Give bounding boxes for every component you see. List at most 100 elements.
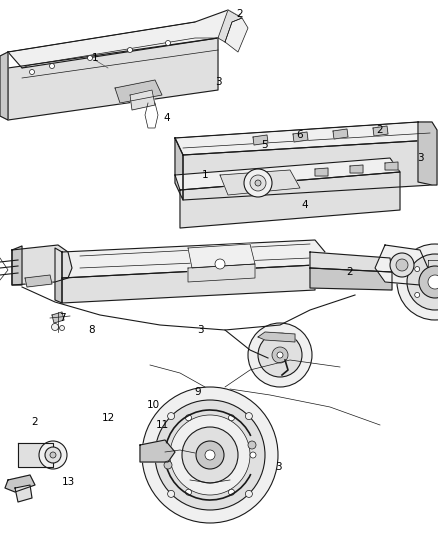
Text: 10: 10 (146, 400, 159, 410)
Polygon shape (130, 90, 155, 110)
Circle shape (250, 175, 266, 191)
Circle shape (245, 413, 252, 419)
Circle shape (248, 441, 256, 449)
Text: 13: 13 (61, 477, 74, 487)
Circle shape (164, 461, 172, 469)
Circle shape (419, 266, 438, 298)
Circle shape (258, 333, 302, 377)
Polygon shape (115, 80, 162, 103)
Text: 8: 8 (88, 325, 95, 335)
Polygon shape (180, 172, 400, 228)
Polygon shape (188, 244, 255, 268)
Polygon shape (253, 135, 268, 145)
Polygon shape (12, 245, 72, 285)
Polygon shape (310, 268, 392, 290)
Text: 3: 3 (197, 325, 203, 335)
Circle shape (155, 400, 265, 510)
Text: 1: 1 (92, 53, 98, 63)
Polygon shape (350, 165, 363, 173)
Circle shape (255, 180, 261, 186)
Circle shape (60, 326, 64, 330)
Circle shape (215, 259, 225, 269)
Text: 6: 6 (297, 130, 303, 140)
Circle shape (168, 490, 175, 497)
Circle shape (170, 415, 250, 495)
Polygon shape (8, 38, 218, 120)
Circle shape (196, 441, 224, 469)
Circle shape (142, 387, 278, 523)
Polygon shape (175, 138, 183, 200)
Circle shape (415, 266, 420, 272)
Polygon shape (225, 18, 248, 52)
Circle shape (229, 489, 234, 495)
Circle shape (164, 452, 170, 458)
Circle shape (45, 447, 61, 463)
Circle shape (39, 441, 67, 469)
Circle shape (127, 47, 133, 52)
Polygon shape (0, 52, 8, 120)
Text: 4: 4 (302, 200, 308, 210)
Text: 4: 4 (164, 113, 170, 123)
Polygon shape (428, 260, 438, 276)
Polygon shape (15, 485, 32, 502)
Polygon shape (62, 265, 315, 303)
Circle shape (229, 415, 234, 421)
Circle shape (397, 244, 438, 320)
Polygon shape (315, 168, 328, 176)
Text: 3: 3 (417, 153, 423, 163)
Text: 2: 2 (377, 125, 383, 135)
Text: 7: 7 (59, 313, 65, 323)
Polygon shape (220, 170, 300, 195)
Text: 1: 1 (201, 170, 208, 180)
Polygon shape (140, 440, 175, 462)
Circle shape (396, 259, 408, 271)
Polygon shape (188, 264, 255, 282)
Polygon shape (25, 275, 52, 287)
Polygon shape (385, 162, 398, 170)
Circle shape (168, 413, 175, 419)
Circle shape (182, 427, 238, 483)
Polygon shape (12, 246, 22, 285)
Circle shape (407, 254, 438, 310)
Polygon shape (8, 10, 242, 68)
Circle shape (390, 253, 414, 277)
Polygon shape (18, 443, 53, 467)
Polygon shape (5, 475, 35, 492)
Polygon shape (52, 312, 64, 323)
Text: 12: 12 (101, 413, 115, 423)
Polygon shape (418, 122, 437, 185)
Circle shape (29, 69, 35, 75)
Polygon shape (373, 126, 388, 136)
Circle shape (52, 324, 59, 330)
Circle shape (244, 169, 272, 197)
Circle shape (186, 415, 191, 421)
Polygon shape (310, 252, 392, 272)
Circle shape (49, 63, 54, 69)
Circle shape (277, 352, 283, 358)
Text: 2: 2 (32, 417, 38, 427)
Polygon shape (175, 122, 432, 155)
Circle shape (415, 293, 420, 297)
Text: 9: 9 (194, 387, 201, 397)
Text: 3: 3 (215, 77, 221, 87)
Polygon shape (175, 158, 400, 190)
Circle shape (272, 347, 288, 363)
Circle shape (428, 275, 438, 289)
Polygon shape (258, 332, 295, 342)
Circle shape (166, 41, 170, 45)
Circle shape (205, 450, 215, 460)
Text: 2: 2 (237, 9, 244, 19)
Text: 11: 11 (155, 420, 169, 430)
Text: 5: 5 (261, 140, 268, 150)
Polygon shape (218, 10, 242, 42)
Circle shape (248, 323, 312, 387)
Circle shape (245, 490, 252, 497)
Polygon shape (375, 245, 428, 285)
Circle shape (186, 489, 191, 495)
Polygon shape (183, 140, 432, 200)
Polygon shape (333, 129, 348, 139)
Circle shape (88, 55, 92, 61)
Circle shape (50, 452, 56, 458)
Polygon shape (293, 132, 308, 142)
Text: 2: 2 (347, 267, 353, 277)
